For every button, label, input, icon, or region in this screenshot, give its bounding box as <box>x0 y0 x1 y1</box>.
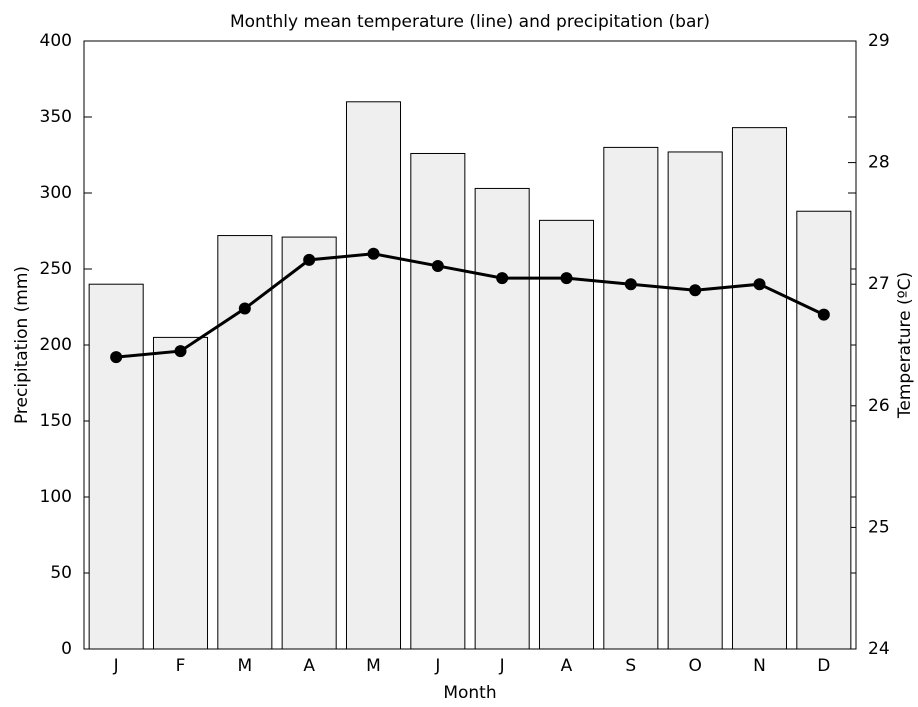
temperature-line <box>116 252 825 359</box>
x-tick-label: A <box>561 656 573 676</box>
temperature-point <box>560 272 573 285</box>
y-tick-label: 250 <box>40 259 72 279</box>
temperature-point <box>110 351 123 364</box>
y-tick-label: 150 <box>40 411 72 431</box>
y2-tick-label: 29 <box>868 31 890 51</box>
y-axis-label: Precipitation (mm) <box>12 266 32 424</box>
temperature-point <box>367 247 380 260</box>
bar <box>603 146 659 650</box>
x-tick-label: J <box>499 656 505 676</box>
y-tick-label: 50 <box>50 563 72 583</box>
chart-title: Monthly mean temperature (line) and prec… <box>230 12 710 32</box>
x-tick-label: J <box>113 656 119 676</box>
plot-frame <box>83 40 857 650</box>
x-tick-label: M <box>366 656 381 676</box>
y2-tick-label: 26 <box>868 396 890 416</box>
y2-tick-label: 28 <box>868 153 890 173</box>
temperature-point <box>238 302 251 315</box>
temperature-point <box>624 278 637 291</box>
bar <box>410 152 466 650</box>
x-tick-label: N <box>753 656 766 676</box>
bar <box>796 210 852 650</box>
y-tick-label: 0 <box>61 639 72 659</box>
bar <box>88 283 144 650</box>
temperature-point <box>689 284 702 297</box>
bar <box>731 127 788 650</box>
x-tick-label: A <box>303 656 315 676</box>
y2-tick-label: 25 <box>868 517 890 537</box>
bar <box>281 236 337 650</box>
bar <box>217 235 273 650</box>
bar <box>345 101 402 650</box>
temperature-point <box>753 278 766 291</box>
temperature-point <box>496 272 509 285</box>
temperature-point <box>303 253 316 266</box>
y2-axis-label: Temperature (ºC) <box>895 272 915 419</box>
bar <box>152 336 209 650</box>
temperature-point <box>431 259 444 272</box>
temperature-point <box>817 308 830 321</box>
x-tick-label: O <box>688 656 701 676</box>
x-axis-label: Month <box>443 683 496 703</box>
x-tick-label: S <box>625 656 636 676</box>
y-tick-label: 300 <box>40 183 72 203</box>
y2-tick-label: 24 <box>868 639 890 659</box>
y-tick-label: 100 <box>40 487 72 507</box>
y-tick-label: 350 <box>40 107 72 127</box>
y-tick-label: 200 <box>40 335 72 355</box>
bar <box>538 219 595 650</box>
bar <box>667 151 723 650</box>
y2-tick-label: 27 <box>868 274 890 294</box>
x-tick-label: J <box>434 656 440 676</box>
temperature-point <box>174 345 187 358</box>
x-tick-label: M <box>237 656 252 676</box>
x-tick-label: D <box>817 656 830 676</box>
y-tick-label: 400 <box>40 31 72 51</box>
x-tick-label: F <box>176 656 186 676</box>
bar <box>474 187 530 650</box>
